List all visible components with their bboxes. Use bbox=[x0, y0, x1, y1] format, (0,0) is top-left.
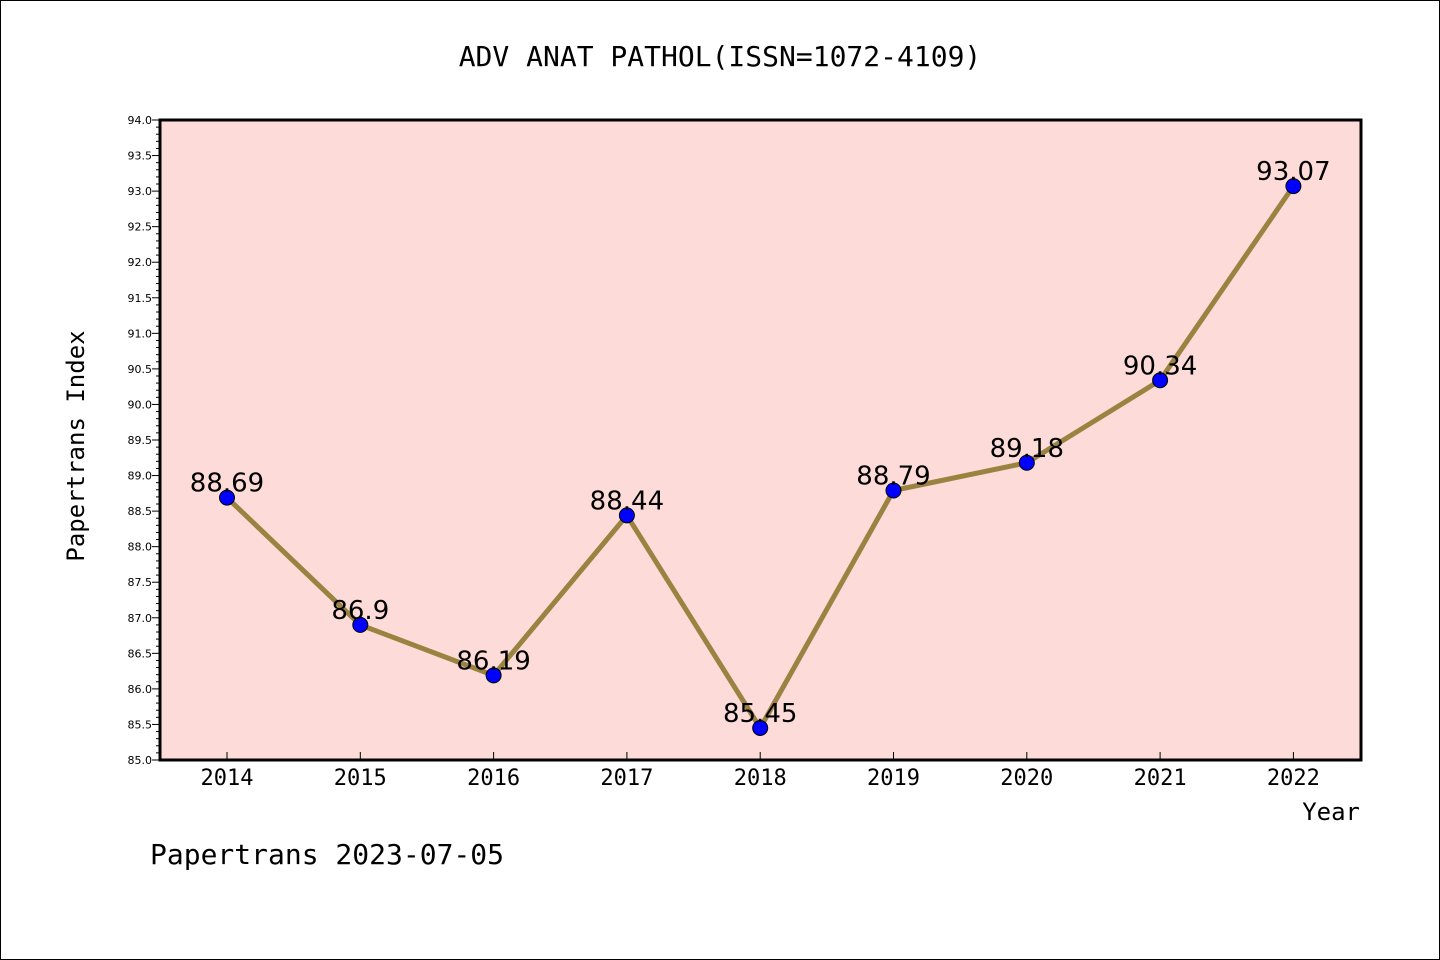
chart-title: ADV ANAT PATHOL(ISSN=1072-4109) bbox=[459, 40, 982, 73]
x-tick-label: 2017 bbox=[600, 766, 653, 791]
y-tick-label: 91.5 bbox=[128, 292, 153, 305]
x-tick-label: 2014 bbox=[201, 766, 254, 791]
x-axis-label: Year bbox=[1302, 798, 1360, 826]
data-point bbox=[352, 616, 369, 633]
y-tick-label: 90.5 bbox=[128, 363, 153, 376]
data-label: 88.44 bbox=[590, 486, 664, 516]
y-tick-label: 92.5 bbox=[128, 221, 153, 234]
data-label: 88.79 bbox=[856, 461, 930, 491]
y-tick-label: 86.0 bbox=[128, 683, 153, 696]
y-axis-label: Papertrans Index bbox=[62, 330, 90, 561]
y-tick-label: 94.0 bbox=[128, 114, 153, 127]
y-tick-label: 87.0 bbox=[128, 612, 153, 625]
y-tick-label: 87.5 bbox=[128, 576, 153, 589]
y-tick-label: 90.0 bbox=[128, 398, 153, 411]
y-tick-label: 89.0 bbox=[128, 470, 153, 483]
data-label: 86.19 bbox=[456, 646, 530, 676]
data-point bbox=[219, 489, 235, 506]
data-label: 89.18 bbox=[990, 434, 1064, 464]
y-axis-ticks: 85.0 85.5 86.0 86.5 87.0 87.5 88.0 88.5 89.0 89.5… bbox=[128, 114, 160, 767]
data-label: 86.9 bbox=[331, 596, 389, 626]
x-tick-label: 2019 bbox=[867, 766, 920, 791]
y-tick-label: 89.5 bbox=[128, 434, 153, 447]
footer-text: Papertrans 2023-07-05 bbox=[150, 838, 504, 871]
x-tick-label: 2016 bbox=[467, 766, 520, 791]
data-labels: 88.69 86.9 86.19 88.44 85.45 88.79 89.18 90.34 9… bbox=[190, 157, 1331, 729]
data-point bbox=[485, 667, 502, 684]
data-label: 90.34 bbox=[1123, 351, 1197, 381]
plot-area bbox=[158, 118, 1363, 762]
data-point bbox=[1285, 178, 1302, 195]
y-tick-label: 93.5 bbox=[128, 150, 153, 163]
y-tick-label: 91.0 bbox=[128, 327, 153, 340]
y-tick-label: 88.5 bbox=[128, 505, 153, 518]
data-point bbox=[885, 482, 902, 499]
data-points bbox=[219, 178, 1302, 736]
data-label: 85.45 bbox=[723, 699, 797, 729]
x-axis-ticks: 2014 2015 2016 2017 2018 2019 2020 2021 2022 bbox=[201, 752, 1320, 791]
x-tick-label: 2015 bbox=[334, 766, 387, 791]
x-tick-label: 2021 bbox=[1134, 766, 1187, 791]
data-label: 88.69 bbox=[190, 469, 264, 499]
y-tick-label: 88.0 bbox=[128, 541, 153, 554]
x-tick-label: 2020 bbox=[1000, 766, 1053, 791]
data-point bbox=[618, 507, 635, 524]
x-tick-label: 2018 bbox=[734, 766, 787, 791]
y-tick-label: 85.5 bbox=[128, 718, 153, 731]
y-tick-label: 86.5 bbox=[128, 647, 153, 660]
data-label: 93.07 bbox=[1256, 157, 1330, 187]
data-point bbox=[1018, 454, 1035, 471]
y-tick-label: 93.0 bbox=[128, 185, 153, 198]
data-point bbox=[1152, 372, 1169, 389]
y-tick-label: 85.0 bbox=[128, 754, 153, 767]
y-tick-label: 92.0 bbox=[128, 256, 153, 269]
data-point bbox=[752, 720, 769, 736]
x-tick-label: 2022 bbox=[1267, 766, 1320, 791]
